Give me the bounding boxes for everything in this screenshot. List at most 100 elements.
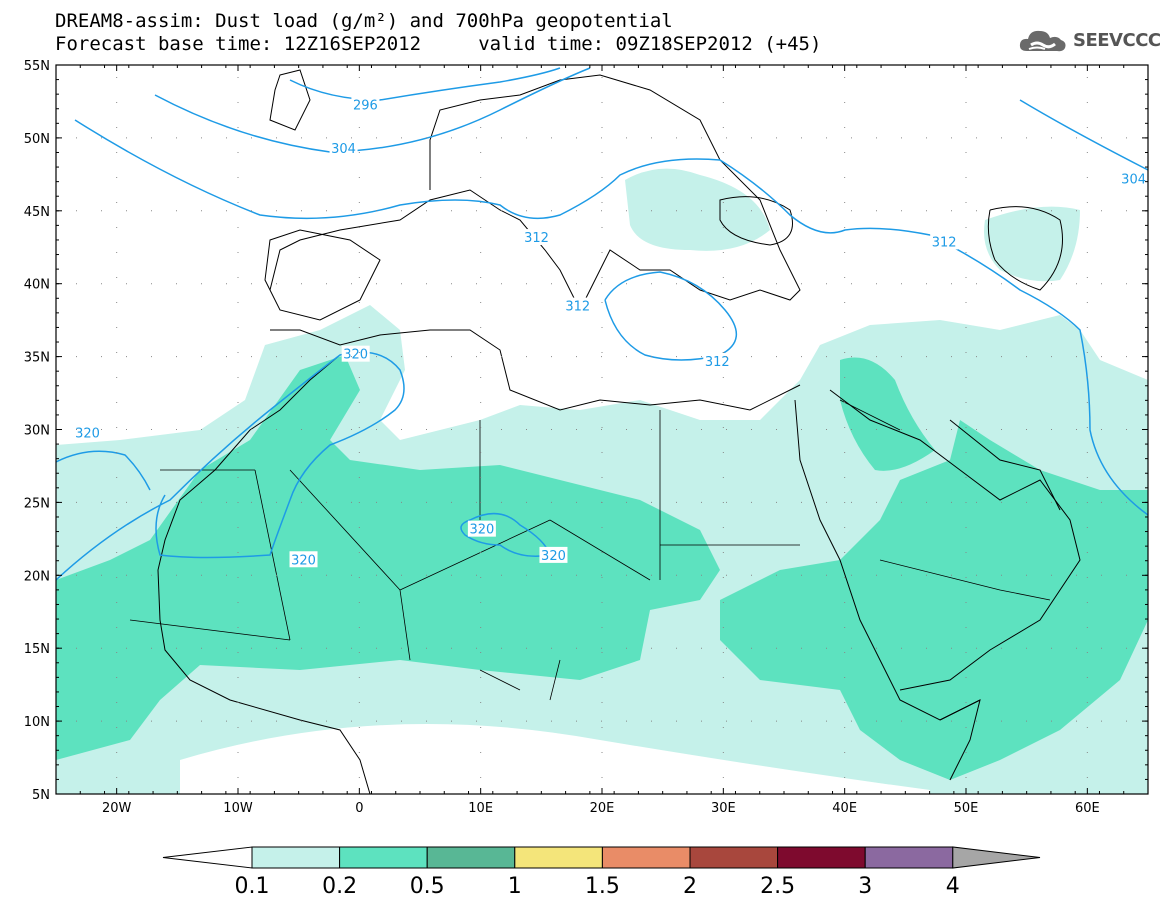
colorbar-swatch [689,846,779,869]
contour-320-sahara [460,512,551,557]
contour-320 [56,351,405,581]
colorbar-swatch [339,846,428,869]
lat-label: 15N [24,642,50,657]
lat-label: 25N [24,496,50,511]
lat-label: 45N [24,205,50,220]
lon-label: 60E [1075,801,1100,816]
contour-label: 320 [343,348,368,363]
contour-296 [289,67,561,101]
cloud-icon [1019,30,1066,52]
coast-red-sea [794,399,981,721]
lon-label: 0 [355,801,363,816]
coast-gulf [949,419,1061,511]
colorbar-label: 1.5 [585,874,620,899]
seevccc-logo: SEEVCCC [1017,25,1161,55]
coast-iberia [264,229,381,321]
colorbar-swatch [777,846,866,869]
contour-label: 320 [541,549,566,564]
contour-label: 312 [524,231,549,246]
lon-label: 10W [223,801,253,816]
colorbar: 0.1 0.2 0.5 1 1.5 2 2.5 3 4 [162,846,1041,899]
contour-label-bg [289,551,318,568]
lat-label: 30N [24,424,50,439]
longitude-labels: 20W 10W 0 10E 20E 30E 40E 50E 60E [102,801,1100,816]
coastlines [129,69,1081,794]
dust-band-medium [56,355,720,760]
map-subtitle: Forecast base time: 12Z16SEP2012 valid t… [55,33,822,55]
dust-band-light-north [625,168,770,251]
contour-labels: 296 304 304 312 312 312 312 320 320 320 320 320 [73,96,1146,568]
lat-label: 55N [24,59,50,74]
coast-caspian [987,206,1063,291]
colorbar-label: 4 [946,874,960,899]
contour-label: 320 [75,426,100,441]
colorbar-swatch [251,846,341,869]
lat-label: 5N [32,788,50,803]
lon-label: 20W [102,801,132,816]
colorbar-label: 0.5 [410,874,445,899]
contour-label-bg [522,229,551,246]
lat-label: 50N [24,132,50,147]
dust-shading [56,168,1148,794]
colorbar-label: 2.5 [760,874,795,899]
colorbar-label: 3 [858,874,872,899]
lon-label: 10E [468,801,493,816]
latitude-labels: 55N 50N 45N 40N 35N 30N 25N 20N 15N 10N 5N [24,59,50,803]
contour-label: 312 [565,300,590,315]
contour-304 [154,67,591,153]
contour-304-east [1019,99,1148,171]
contour-312-aegean [604,271,737,361]
coast-africa-west [157,354,371,794]
colorbar-arrow-right [952,846,1041,869]
contour-320-west [56,450,151,491]
contour-label-bg [563,297,592,314]
lat-label: 35N [24,351,50,366]
lon-label: 20E [590,801,615,816]
contour-label: 304 [1121,173,1146,188]
dust-gap-south [180,724,930,794]
logo-text: SEEVCCC [1073,29,1161,51]
contour-label: 320 [469,523,494,538]
axis-ticks [55,64,1149,795]
colorbar-label: 2 [683,874,697,899]
lat-label: 10N [24,715,50,730]
border-lines [129,399,1051,701]
contour-label-bg [329,140,358,157]
colorbar-swatch [864,846,954,869]
coast-africa-north [270,329,801,411]
contour-label: 320 [291,553,316,568]
contour-label-bg [351,96,380,113]
contour-label-bg [539,546,568,563]
colorbar-swatch [426,846,516,869]
colorbar-label: 0.2 [322,874,357,899]
dust-band-medium-arabia-north [840,357,935,471]
geopotential-contours [56,67,1148,581]
contour-label-bg [467,520,496,537]
contour-312 [74,119,1148,516]
contour-label: 312 [932,235,957,250]
lat-label: 20N [24,569,50,584]
contour-label-bg [930,233,959,250]
contour-label-bg [703,352,732,369]
coast-black-sea [719,196,793,246]
contour-label: 312 [705,355,730,370]
colorbar-swatch [514,846,603,869]
contour-label: 304 [331,142,356,157]
map-title: DREAM8-assim: Dust load (g/m²) and 700hP… [55,10,673,32]
colorbar-label: 0.1 [235,874,270,899]
colorbar-arrow-left [162,846,253,869]
colorbar-label: 1 [508,874,522,899]
contour-label: 296 [353,98,378,113]
contour-label-bg [341,345,370,362]
lon-label: 30E [711,801,736,816]
lon-label: 40E [832,801,857,816]
lat-label: 40N [24,278,50,293]
coast-britain [269,69,311,131]
dust-band-medium-east [720,420,1148,780]
coast-europe [269,74,801,312]
contour-label-bg [73,424,102,441]
lon-label: 50E [954,801,979,816]
dust-band-light-caspian [984,206,1080,282]
coast-horn [939,699,981,781]
